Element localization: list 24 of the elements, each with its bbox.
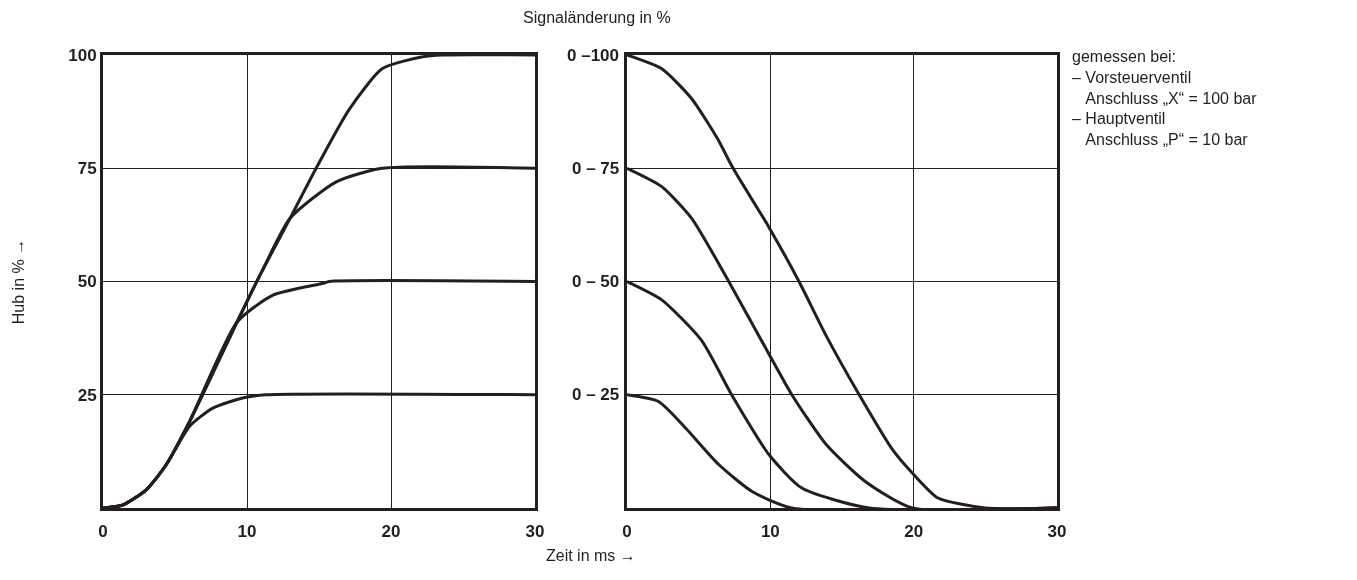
text: – Vorsteuerventil (1072, 68, 1192, 86)
y-tick-label: 75 (77, 159, 97, 179)
text: 0 – 75 (572, 159, 620, 178)
text: 0 – 50 (572, 272, 620, 291)
x-tick-label: 10 (760, 522, 780, 542)
text: gemessen bei: (1072, 48, 1177, 65)
x-tick-label: 30 (1047, 522, 1067, 542)
x-tick-label: 0 (622, 522, 632, 542)
text: 0 –100 (567, 46, 619, 65)
y-axis-title: Signaländerung in % (523, 9, 671, 26)
y-tick-label: 100 (68, 45, 97, 65)
x-tick-label: 20 (904, 522, 924, 542)
x-tick-label: 0 (98, 522, 108, 542)
x-tick-label: 10 (237, 522, 257, 542)
y-axis-title: Hub in % → (10, 238, 28, 325)
text: 0 – 25 (572, 385, 620, 404)
text: – Hauptventil (1072, 110, 1166, 128)
y-tick-label: 25 (77, 385, 97, 405)
x-tick-label: 20 (381, 522, 401, 542)
text: Anschluss „P“ = 10 bar (1072, 131, 1249, 149)
x-axis-title: Zeit in ms → (546, 547, 636, 564)
text: Anschluss „X“ = 100 bar (1072, 89, 1258, 107)
x-tick-label: 30 (525, 522, 545, 542)
y-tick-label: 50 (77, 272, 97, 292)
